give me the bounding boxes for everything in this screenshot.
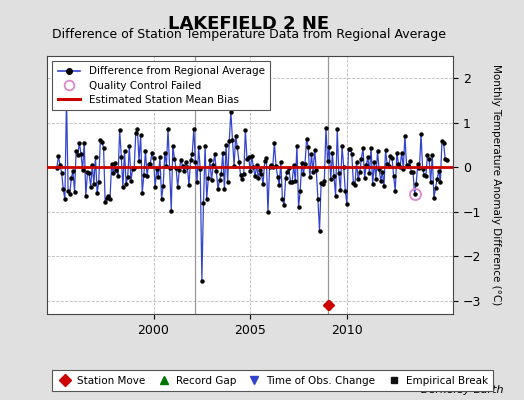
- Text: Berkeley Earth: Berkeley Earth: [421, 385, 503, 395]
- Text: Difference of Station Temperature Data from Regional Average: Difference of Station Temperature Data f…: [52, 28, 446, 41]
- Text: LAKEFIELD 2 NE: LAKEFIELD 2 NE: [168, 15, 330, 33]
- Y-axis label: Monthly Temperature Anomaly Difference (°C): Monthly Temperature Anomaly Difference (…: [491, 64, 501, 306]
- Legend: Difference from Regional Average, Quality Control Failed, Estimated Station Mean: Difference from Regional Average, Qualit…: [52, 61, 270, 110]
- Legend: Station Move, Record Gap, Time of Obs. Change, Empirical Break: Station Move, Record Gap, Time of Obs. C…: [52, 370, 493, 391]
